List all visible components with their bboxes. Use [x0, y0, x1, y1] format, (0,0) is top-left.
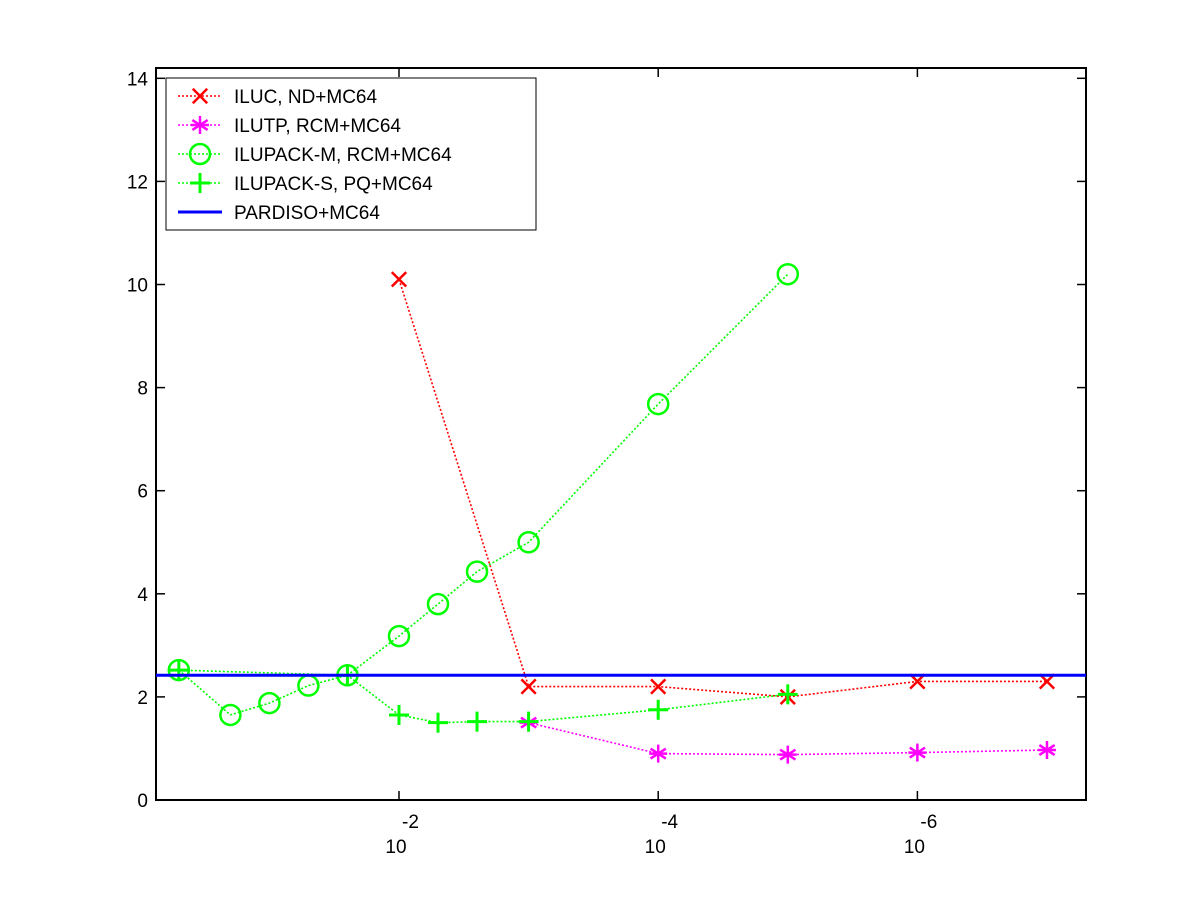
legend-entry: ILUPACK-S, PQ+MC64 — [178, 173, 433, 195]
data-point — [650, 678, 667, 695]
data-point — [908, 743, 927, 762]
axes-ticks — [156, 68, 1086, 801]
legend: ILUC, ND+MC64 ILUTP, RCM+MC64 ILUPACK-M, R… — [165, 77, 537, 231]
data-point — [387, 624, 411, 648]
x-tick-base: 10 — [904, 837, 925, 858]
series-line — [528, 721, 1048, 756]
y-tick-label: 2 — [137, 688, 148, 709]
data-point — [518, 711, 539, 732]
data-point — [649, 744, 668, 763]
legend-label: ILUTP, RCM+MC64 — [234, 116, 401, 137]
data-point — [465, 560, 489, 583]
x-tick-base: 10 — [385, 837, 406, 858]
data-point — [219, 703, 242, 727]
legend-label: PARDISO+MC64 — [234, 203, 380, 224]
legend-entry: ILUC, ND+MC64 — [178, 87, 377, 108]
data-point — [428, 712, 449, 733]
data-point — [778, 745, 797, 764]
data-point — [389, 704, 410, 725]
x-tick-exponent: -2 — [402, 812, 419, 833]
data-point — [517, 531, 540, 554]
data-point — [520, 678, 537, 695]
data-point-marker — [520, 678, 537, 695]
legend-entry: PARDISO+MC64 — [178, 203, 380, 224]
y-tick-label: 10 — [127, 276, 148, 297]
legend-marker — [188, 142, 212, 166]
data-point-marker — [465, 560, 489, 583]
data-point-marker — [390, 271, 408, 288]
data-point-marker — [387, 624, 411, 648]
legend-box — [165, 77, 537, 231]
data-point — [258, 691, 281, 715]
y-tick-labels: 0 2 4 6 8 10 12 14 — [127, 69, 149, 812]
legend-marker — [191, 87, 209, 105]
data-point-marker — [646, 392, 670, 416]
x-tick-base: 10 — [645, 837, 666, 858]
data-point — [648, 699, 669, 720]
x-tick-exponent: -6 — [920, 812, 937, 833]
data-point-marker — [650, 678, 667, 695]
data-point-marker — [258, 691, 281, 715]
series-line — [178, 669, 788, 724]
legend-label: ILUPACK-M, RCM+MC64 — [234, 145, 452, 166]
data-point — [467, 711, 488, 732]
series-3 — [168, 660, 798, 733]
data-point-marker — [219, 703, 242, 727]
data-point — [1037, 740, 1056, 759]
legend-entry: ILUPACK-M, RCM+MC64 — [178, 142, 452, 166]
data-point — [777, 684, 798, 705]
x-tick-exponent: -4 — [661, 812, 678, 833]
y-tick-label: 14 — [127, 69, 149, 90]
legend-label: ILUPACK-S, PQ+MC64 — [234, 174, 433, 195]
y-tick-label: 4 — [137, 585, 148, 606]
data-point — [646, 392, 670, 416]
legend-label: ILUC, ND+MC64 — [234, 87, 377, 108]
series-layer — [156, 262, 1086, 764]
y-tick-label: 8 — [137, 379, 148, 400]
data-point — [390, 271, 408, 288]
data-point — [776, 262, 800, 286]
legend-entry: ILUTP, RCM+MC64 — [178, 116, 401, 137]
series-line — [398, 279, 1047, 698]
y-tick-label: 6 — [137, 482, 148, 503]
data-point — [426, 592, 450, 616]
data-point-marker — [776, 262, 800, 286]
x-tick-labels: -2 10 -4 10 -6 10 — [385, 812, 937, 858]
series-line — [178, 273, 789, 716]
data-point-marker — [517, 531, 540, 554]
data-point-marker — [426, 592, 450, 616]
y-tick-label: 12 — [127, 172, 148, 193]
y-tick-label: 0 — [137, 791, 148, 812]
